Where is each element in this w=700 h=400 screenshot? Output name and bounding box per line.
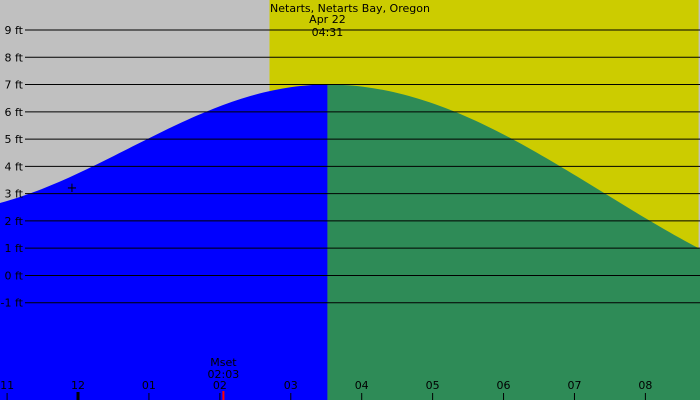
falling-tide-area: [327, 84, 700, 400]
chart-title: Netarts, Netarts Bay, Oregon: [270, 2, 430, 15]
y-tick-label: 4 ft: [5, 160, 24, 173]
y-tick-label: 5 ft: [5, 133, 24, 146]
hour-tick-label: 06: [497, 379, 511, 392]
y-tick-label: -1 ft: [1, 297, 24, 310]
hour-tick-label: 03: [284, 379, 298, 392]
hour-tick-label: 11: [0, 379, 14, 392]
y-tick-label: 1 ft: [5, 242, 24, 255]
current-time-marker: +: [67, 181, 78, 196]
y-tick-label: 6 ft: [5, 106, 24, 119]
y-tick-label: 8 ft: [5, 51, 24, 64]
rising-tide-area: [0, 84, 328, 400]
tide-areas: [0, 84, 700, 400]
midnight-marker: [76, 392, 80, 400]
tide-time-label: 04:31: [312, 26, 344, 39]
hour-tick-label: 05: [426, 379, 440, 392]
y-tick-label: 0 ft: [5, 269, 24, 282]
y-tick-label: 2 ft: [5, 215, 24, 228]
tide-date-label: Apr 22: [309, 13, 346, 26]
moon-event-label: Mset: [210, 356, 237, 369]
moon-event-time: 02:03: [208, 368, 240, 381]
grid-lines: [25, 29, 700, 304]
hour-tick-label: 02: [213, 379, 227, 392]
y-tick-label: 9 ft: [5, 24, 24, 37]
hour-tick-label: 01: [142, 379, 156, 392]
y-tick-label: 7 ft: [5, 79, 24, 92]
hour-tick-label: 12: [71, 379, 85, 392]
y-tick-label: 3 ft: [5, 188, 24, 201]
hour-tick-label: 08: [638, 379, 652, 392]
hour-ticks: 1112010203040506070809: [0, 379, 652, 400]
y-axis-labels: 9 ft 8 ft 7 ft 6 ft 5 ft 4 ft 3 ft 2 ft 1 ft 0 ft…: [1, 24, 24, 310]
hour-tick-label: 04: [355, 379, 369, 392]
hour-tick-label: 07: [567, 379, 581, 392]
